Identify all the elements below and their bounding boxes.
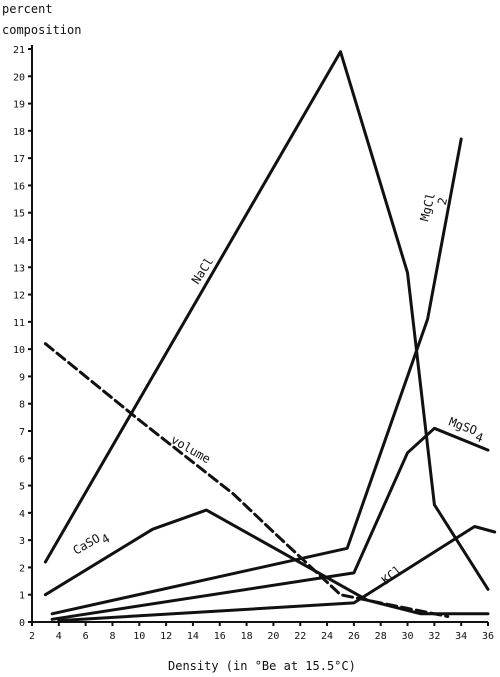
x-tick-label: 4 <box>56 631 62 642</box>
x-tick-label: 26 <box>348 631 360 642</box>
y-tick-label: 21 <box>13 45 25 56</box>
y-tick-label: 12 <box>13 291 25 302</box>
x-tick-label: 28 <box>375 631 387 642</box>
series-line-mgso4 <box>50 426 490 621</box>
y-tick-label: 14 <box>13 236 25 247</box>
label-mgcl2: MgCl 2 <box>417 191 450 222</box>
axes <box>28 45 489 626</box>
x-axis-label: Density (in °Be at 15.5°C) <box>168 659 356 673</box>
x-tick-label: 30 <box>402 631 414 642</box>
label-caso4-main: CaSO <box>71 531 103 558</box>
x-tick-label: 20 <box>267 631 279 642</box>
y-tick-label: 15 <box>13 209 25 220</box>
x-tick-label: 34 <box>455 631 467 642</box>
x-tick-label: 32 <box>428 631 440 642</box>
x-tick-label: 24 <box>321 631 333 642</box>
y-tick-label: 13 <box>13 263 25 274</box>
series-line-kcl <box>57 525 497 623</box>
x-tick-label: 6 <box>83 631 89 642</box>
series-line-mgcl2 <box>50 137 463 616</box>
x-tick-label: 10 <box>133 631 145 642</box>
y-tick-label: 8 <box>19 400 25 411</box>
label-mgcl2-main: MgCl <box>417 191 438 222</box>
y-tick-label: 10 <box>13 345 25 356</box>
y-axis-label-line-1: percent <box>2 2 53 16</box>
y-tick-label: 1 <box>19 591 25 602</box>
x-tick-label: 12 <box>160 631 172 642</box>
series-lines <box>43 50 497 623</box>
y-tick-label: 11 <box>13 318 25 329</box>
y-tick-label: 2 <box>19 563 25 574</box>
label-caso4-sub: 4 <box>99 531 112 547</box>
x-tick-label: 14 <box>187 631 199 642</box>
x-tick-label: 36 <box>482 631 494 642</box>
label-mgso4-sub: 4 <box>473 430 485 446</box>
y-tick-label: 18 <box>13 127 25 138</box>
x-tick-label: 18 <box>241 631 253 642</box>
y-tick-label: 4 <box>19 509 25 520</box>
y-axis-label-line-2: composition <box>2 23 81 37</box>
series-line-volume <box>43 342 450 618</box>
label-mgcl2-sub: 2 <box>435 196 450 206</box>
y-tick-label: 19 <box>13 100 25 111</box>
y-tick-label: 16 <box>13 181 25 192</box>
x-tick-label: 16 <box>214 631 226 642</box>
x-tick-labels: 2 4 6 8 10 12 14 16 18 20 22 24 26 28 30 32 34 36 <box>29 631 494 642</box>
x-tick-label: 22 <box>294 631 306 642</box>
y-tick-label: 5 <box>19 482 25 493</box>
y-tick-label: 6 <box>19 454 25 465</box>
y-tick-label: 0 <box>19 618 25 629</box>
x-tick-label: 2 <box>29 631 35 642</box>
y-tick-label: 7 <box>19 427 25 438</box>
y-tick-label: 3 <box>19 536 25 547</box>
y-tick-label: 17 <box>13 154 25 165</box>
x-tick-label: 8 <box>109 631 115 642</box>
y-tick-label: 20 <box>13 72 25 83</box>
series-line-nacl <box>43 50 490 591</box>
y-tick-label: 9 <box>19 372 25 383</box>
